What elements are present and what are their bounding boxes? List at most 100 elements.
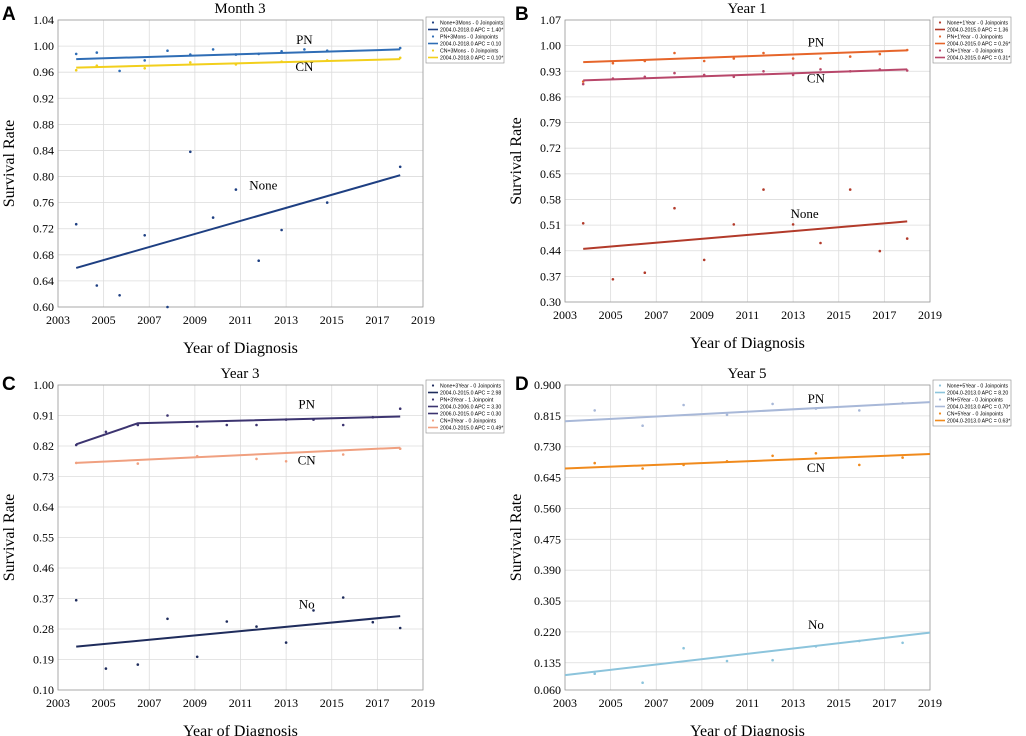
legend-box [932, 379, 1012, 427]
data-point [234, 53, 238, 56]
x-tick-label: 2005 [599, 308, 623, 322]
legend-marker-dot [431, 384, 435, 387]
data-point [189, 53, 192, 56]
legend-marker-dot [431, 419, 435, 422]
data-point [74, 68, 78, 72]
legend-label: 2004.0-2018.0 APC = 1.40* [440, 27, 503, 33]
data-point [74, 222, 78, 226]
data-point [74, 598, 78, 602]
y-tick-label: 0.84 [33, 143, 54, 157]
data-point [74, 52, 78, 56]
series-pn [564, 401, 931, 428]
data-point [95, 284, 99, 287]
data-point [819, 57, 822, 60]
series-annotation: CN [807, 70, 826, 85]
series-annotation: CN [298, 453, 317, 468]
data-point [280, 228, 283, 232]
legend-label: PN+5Year - 0 Joinpoints [947, 397, 1003, 403]
y-tick-label: 0.060 [534, 683, 561, 697]
y-tick-label: 0.815 [534, 409, 561, 423]
data-point [371, 620, 375, 624]
data-point [732, 75, 736, 79]
data-point [762, 51, 765, 55]
y-tick-label: 0.80 [33, 170, 54, 184]
legend-label: None+3Mons - 0 Joinpoints [440, 20, 504, 26]
trend-line [583, 220, 908, 250]
data-point [325, 201, 329, 204]
x-tick-label: 2005 [92, 696, 116, 710]
x-tick-label: 2009 [183, 313, 207, 327]
series-annotation: PN [298, 397, 315, 412]
x-tick-label: 2013 [274, 696, 298, 710]
data-point [280, 60, 283, 63]
chart-title: Year 1 [728, 1, 767, 17]
data-point [643, 271, 647, 275]
series-annotation: CN [807, 460, 826, 475]
x-tick-label: 2015 [827, 696, 851, 710]
data-point [905, 48, 909, 52]
series-annotation: No [299, 597, 315, 612]
data-point [858, 639, 861, 643]
legend-label: CN+1Year - 0 Joinpoints [947, 48, 1004, 54]
legend-label: CN+3Mons - 0 Joinpoints [440, 48, 499, 54]
trend-line [583, 49, 908, 64]
x-tick-label: 2009 [183, 696, 207, 710]
y-tick-label: 1.07 [540, 13, 561, 27]
y-tick-label: 0.88 [33, 117, 54, 131]
legend-marker-dot [938, 384, 942, 387]
y-tick-label: 0.560 [534, 501, 561, 515]
x-tick-label: 2009 [690, 696, 714, 710]
data-point [225, 620, 229, 623]
data-point [878, 52, 882, 56]
data-point [104, 667, 108, 670]
legend-marker-dot [938, 412, 942, 415]
data-point [901, 456, 904, 459]
series-annotation: CN [295, 59, 314, 74]
legend-label: 2004.0-2013.0 APC = 0.70* [947, 404, 1010, 410]
panel-c: C Year 3 0.10 0.19 0.28 0.37 0.46 0.55 0.64 0.73 0… [1, 366, 505, 736]
data-point [255, 423, 258, 427]
data-point [878, 249, 882, 253]
data-point [725, 413, 729, 417]
y-tick-label: 0.92 [33, 91, 54, 105]
data-point [118, 294, 121, 297]
data-point [611, 278, 615, 281]
y-tick-label: 0.135 [534, 656, 561, 670]
y-tick-label: 0.220 [534, 625, 561, 639]
y-tick-label: 0.37 [33, 592, 54, 606]
data-point [211, 48, 215, 51]
legend-label: 2004.0-2015.0 APC = 0.26* [947, 41, 1010, 47]
data-point [819, 68, 822, 71]
trend-line [76, 48, 401, 61]
legend-marker-dot [431, 21, 435, 24]
data-point [791, 223, 795, 226]
data-point [611, 77, 615, 80]
legend-marker-dot [431, 35, 435, 38]
data-point [284, 460, 288, 463]
data-point [901, 641, 904, 645]
data-point [673, 206, 676, 210]
legend-box [425, 16, 505, 64]
legend-marker-dot [938, 49, 942, 52]
x-tick-label: 2017 [872, 308, 896, 322]
data-point [398, 407, 402, 411]
data-point [398, 165, 402, 169]
y-tick-label: 0.58 [540, 192, 561, 206]
y-tick-label: 0.390 [534, 563, 561, 577]
x-tick-label: 2007 [137, 696, 161, 710]
series-no [564, 631, 931, 684]
data-point [702, 258, 706, 262]
data-point [682, 646, 685, 650]
data-point [143, 67, 146, 70]
data-point [858, 463, 861, 467]
series-annotation: PN [808, 391, 825, 406]
data-point [702, 59, 706, 63]
y-tick-label: 0.60 [33, 300, 54, 314]
y-tick-label: 0.96 [33, 65, 54, 79]
trend-line [76, 58, 401, 69]
panel-d: D Year 5 0.060 0.135 0.220 0.305 0.390 0.475 0.5… [508, 366, 1012, 736]
data-point [581, 222, 585, 225]
data-point [819, 241, 822, 245]
x-axis-label: Year of Diagnosis [183, 340, 298, 357]
